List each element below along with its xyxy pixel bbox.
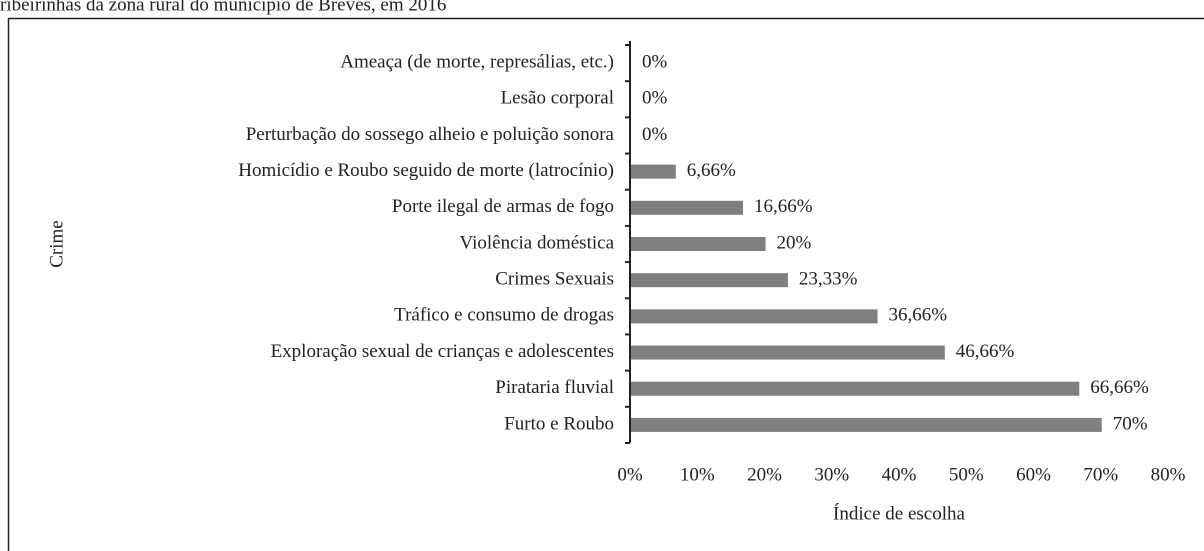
x-tick-label: 20% — [747, 464, 782, 485]
y-tick-label: Perturbação do sossego alheio e poluição… — [246, 124, 615, 145]
x-tick-label: 50% — [949, 464, 984, 485]
y-tick-label: Exploração sexual de crianças e adolesce… — [271, 341, 614, 362]
bar — [631, 381, 1080, 396]
value-label: 6,66% — [687, 160, 736, 181]
y-tick-label: Pirataria fluvial — [495, 377, 614, 398]
bar — [631, 345, 945, 360]
bar — [631, 417, 1102, 432]
value-label: 0% — [642, 88, 668, 109]
value-label: 0% — [642, 124, 668, 145]
x-tick-label: 80% — [1151, 464, 1186, 485]
value-label: 0% — [642, 51, 668, 72]
y-tick-label: Violência doméstica — [460, 232, 615, 253]
x-tick-label: 10% — [680, 464, 715, 485]
chart-title: ribeirinhas da zona rural do município d… — [0, 0, 446, 15]
value-label: 23,33% — [799, 269, 858, 290]
y-tick-label: Lesão corporal — [501, 88, 614, 109]
y-tick-label: Tráfico e consumo de drogas — [394, 305, 614, 326]
value-label: 36,66% — [889, 305, 948, 326]
y-tick-label: Ameaça (de morte, represálias, etc.) — [340, 51, 614, 72]
y-tick-label: Crimes Sexuais — [495, 269, 614, 290]
x-tick-label: 60% — [1016, 464, 1051, 485]
value-label: 46,66% — [956, 341, 1015, 362]
x-tick-label: 40% — [882, 464, 917, 485]
value-label: 20% — [777, 232, 812, 253]
y-tick-label: Porte ilegal de armas de fogo — [392, 196, 614, 217]
value-label: 66,66% — [1090, 377, 1149, 398]
y-tick-label: Homicídio e Roubo seguido de morte (latr… — [238, 160, 614, 181]
x-axis-title: Índice de escolha — [833, 502, 965, 524]
bar — [631, 309, 878, 324]
frame — [7, 17, 1204, 551]
y-axis-title: Crime — [46, 220, 67, 268]
value-label: 70% — [1113, 413, 1148, 434]
bar — [631, 273, 788, 288]
x-tick-label: 70% — [1083, 464, 1118, 485]
bar — [631, 200, 744, 215]
x-tick-label: 0% — [617, 464, 643, 485]
bar — [631, 164, 676, 179]
x-tick-label: 30% — [814, 464, 849, 485]
bar — [631, 237, 766, 251]
value-label: 16,66% — [754, 196, 813, 217]
y-tick-label: Furto e Roubo — [504, 413, 614, 434]
